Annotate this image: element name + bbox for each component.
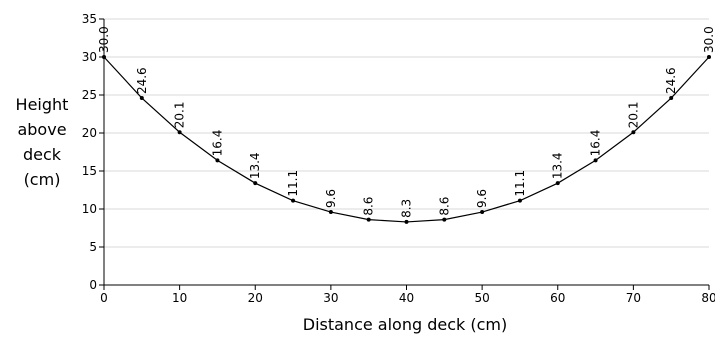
data-point <box>291 198 296 203</box>
axes-layer <box>103 19 709 286</box>
data-point <box>593 158 598 163</box>
y-tick-label-10: 10 <box>82 202 97 216</box>
data-point <box>139 96 144 101</box>
y-tick-label-5: 5 <box>89 240 97 254</box>
data-point <box>442 217 447 222</box>
data-label: 8.6 <box>362 197 376 216</box>
series-layer <box>102 55 711 224</box>
data-label: 30.0 <box>97 26 111 53</box>
data-label: 8.3 <box>400 199 414 218</box>
data-label: 11.1 <box>286 170 300 197</box>
data-label: 16.4 <box>589 130 603 157</box>
data-point <box>404 219 409 224</box>
data-point <box>328 210 333 215</box>
data-point <box>517 198 522 203</box>
data-label: 20.1 <box>626 102 640 129</box>
y-tick-label-0: 0 <box>89 278 97 292</box>
data-label: 24.6 <box>135 67 149 94</box>
y-tick-label-20: 20 <box>82 126 97 140</box>
data-label: 13.4 <box>551 152 565 179</box>
data-point <box>480 210 485 215</box>
data-point <box>669 96 674 101</box>
data-point <box>631 130 636 135</box>
y-tick-label-35: 35 <box>82 12 97 26</box>
y-axis-title-line: deck <box>23 145 62 164</box>
y-axis-title-line: above <box>17 120 66 139</box>
x-axis-title: Distance along deck (cm) <box>303 315 507 334</box>
data-point <box>215 158 220 163</box>
y-tick-label-15: 15 <box>82 164 97 178</box>
data-point <box>102 55 106 59</box>
data-label: 9.6 <box>475 189 489 208</box>
x-tick-label-70: 70 <box>626 291 641 305</box>
y-axis-title-line: (cm) <box>24 170 61 189</box>
x-tick-label-80: 80 <box>701 291 715 305</box>
data-label: 24.6 <box>664 67 678 94</box>
data-point <box>366 217 371 222</box>
y-tick-label-25: 25 <box>82 88 97 102</box>
data-labels-layer: 30.0 24.6 20.1 16.4 13.4 11.1 9.6 8.6 8.3 8.6 9.6 1… <box>97 26 715 218</box>
data-label: 30.0 <box>702 26 715 53</box>
data-label: 11.1 <box>513 170 527 197</box>
x-tick-label-30: 30 <box>323 291 338 305</box>
x-tick-label-10: 10 <box>172 291 187 305</box>
data-label: 9.6 <box>324 189 338 208</box>
data-label: 16.4 <box>210 130 224 157</box>
y-axis-title-line: Height <box>16 95 69 114</box>
y-tick-label-30: 30 <box>82 50 97 64</box>
data-point <box>707 55 711 59</box>
x-tick-label-40: 40 <box>399 291 414 305</box>
series-line-0 <box>103 56 710 223</box>
data-label: 13.4 <box>248 152 262 179</box>
x-tick-label-20: 20 <box>248 291 263 305</box>
data-label: 20.1 <box>173 102 187 129</box>
data-point <box>177 130 182 135</box>
x-tick-label-60: 60 <box>550 291 565 305</box>
data-point <box>555 181 560 186</box>
x-tick-label-50: 50 <box>474 291 489 305</box>
ticks-layer: 0 5 10 15 20 25 30 35 0 10 20 30 40 50 60 70 80 <box>82 12 715 305</box>
data-label: 8.6 <box>437 197 451 216</box>
data-point <box>253 181 258 186</box>
x-tick-label-0: 0 <box>100 291 108 305</box>
grid-layer <box>104 18 709 248</box>
y-axis-title: Height above deck (cm) <box>16 95 69 189</box>
